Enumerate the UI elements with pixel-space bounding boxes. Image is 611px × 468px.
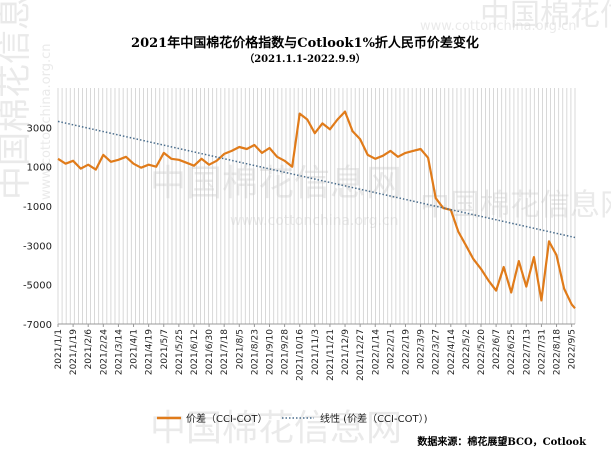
x-tick-label: 2022/2/19	[401, 329, 411, 375]
legend: 价差（CCI-COT） 线性 (价差（CCI-COT）)	[157, 412, 428, 425]
x-tick-label: 2022/7/31	[537, 329, 547, 375]
x-tick-label: 2022/3/9	[417, 329, 427, 370]
x-tick-label: 2021/6/30	[205, 329, 215, 375]
x-tick-label: 2022/4/14	[447, 329, 457, 375]
x-axis: 2021/1/1 2021/1/19 2021/2/6 2021/2/24 2021/3…	[54, 323, 578, 381]
x-tick-label: 2021/9/28	[281, 329, 291, 375]
watermark-left: 中国棉花信息网	[0, 0, 35, 200]
x-tick-label: 2021/4/19	[145, 329, 155, 375]
x-tick-label: 2022/6/7	[492, 329, 502, 369]
x-tick-label: 2021/4/1	[130, 329, 140, 369]
spread-line	[57, 110, 576, 310]
x-tick-label: 2022/9/5	[568, 329, 578, 369]
x-tick-label: 2021/11/21	[326, 329, 336, 381]
legend-label-trend: 线性 (价差（CCI-COT）)	[320, 412, 428, 425]
y-tick-label: 1000	[27, 163, 52, 174]
x-tick-label: 2021/2/6	[84, 329, 94, 370]
x-tick-label: 2021/9/10	[266, 329, 276, 375]
watermark-top-right: 中国棉花信息网	[480, 0, 611, 33]
watermark-bottom: 中国棉花信息网	[150, 408, 402, 449]
x-tick-label: 2021/12/27	[356, 329, 366, 381]
x-tick-label: 2021/11/3	[311, 329, 321, 375]
y-tick-label: -7000	[23, 320, 52, 331]
watermark-left-url: www.cottonchina.org.cn	[39, 43, 54, 200]
chart-subtitle: （2021.1.1-2022.9.9）	[244, 52, 366, 65]
x-tick-label: 2022/1/14	[371, 329, 381, 375]
x-tick-label: 2022/5/20	[477, 329, 487, 375]
x-tick-label: 2021/3/14	[114, 329, 124, 375]
x-tick-label: 2021/8/5	[235, 329, 245, 369]
x-tick-label: 2021/7/18	[220, 329, 230, 375]
x-tick-label: 2021/6/12	[190, 329, 200, 375]
x-tick-label: 2022/7/13	[522, 329, 532, 375]
x-tick-label: 2021/5/7	[160, 329, 170, 369]
x-tick-label: 2021/2/24	[99, 329, 109, 375]
x-tick-label: 2022/6/25	[507, 329, 517, 375]
x-tick-label: 2021/10/16	[296, 329, 306, 381]
trend-line	[57, 120, 576, 239]
y-tick-label: -5000	[23, 281, 52, 292]
y-tick-label: -1000	[23, 202, 52, 213]
source-note: 数据来源：棉花展望BCO，Cotlook	[417, 435, 587, 448]
x-tick-label: 2022/3/27	[432, 329, 442, 375]
x-tick-label: 2022/5/2	[462, 329, 472, 369]
x-tick-label: 2022/8/18	[553, 329, 563, 375]
watermark-mid-right: 中国棉花信息网	[420, 188, 611, 223]
chart-title: 2021年中国棉花价格指数与Cotlook1%折人民币价差变化	[131, 35, 479, 51]
series-layer	[57, 110, 576, 310]
x-tick-label: 2021/1/19	[69, 329, 79, 375]
y-tick-label: 3000	[27, 123, 52, 134]
x-tick-label: 2022/2/1	[386, 329, 396, 369]
x-tick-label: 2021/5/25	[175, 329, 185, 375]
legend-label-spread: 价差（CCI-COT）	[186, 412, 267, 425]
y-tick-label: -3000	[23, 241, 52, 252]
x-tick-label: 2021/12/9	[341, 329, 351, 375]
watermark-center: 中国棉花信息网	[150, 163, 402, 204]
y-axis: 3000 1000 -1000 -3000 -5000 -7000	[23, 123, 52, 331]
x-tick-label: 2021/1/1	[54, 329, 64, 369]
watermark-top-right-url: www.cottonchina.org.cn	[420, 19, 577, 34]
vertical-gridlines	[57, 88, 576, 324]
x-tick-label: 2021/8/23	[250, 329, 260, 375]
